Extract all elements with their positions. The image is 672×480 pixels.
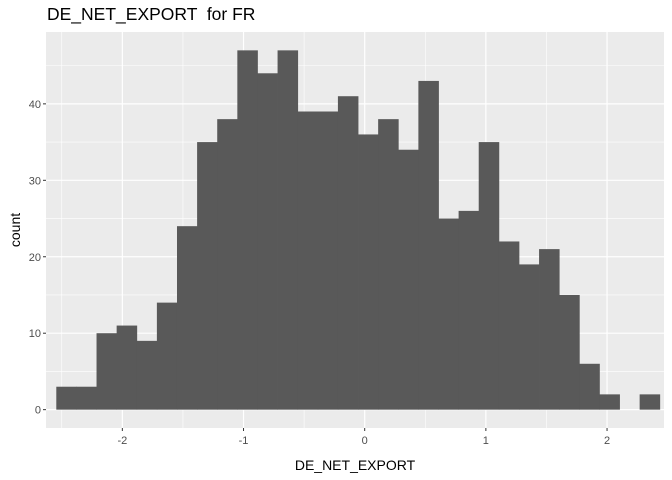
histogram-bar (136, 340, 158, 410)
histogram-bar (297, 111, 319, 410)
histogram-bar (156, 302, 178, 410)
x-tick-label: 0 (362, 435, 368, 447)
histogram-bar (76, 386, 97, 410)
histogram-bar (599, 394, 620, 410)
x-axis-title: DE_NET_EXPORT (295, 457, 416, 473)
histogram-bar (418, 80, 439, 410)
histogram-bar (116, 325, 138, 410)
histogram-bar (539, 249, 560, 410)
histogram-bar (176, 226, 198, 410)
histogram-bar (518, 264, 540, 410)
y-axis: 0 10 20 30 40 (29, 99, 46, 417)
histogram-bar (317, 111, 339, 410)
histogram-bar (498, 241, 520, 410)
histogram-bar (559, 294, 580, 410)
x-tick-label: 2 (604, 435, 610, 447)
histogram-bar (438, 218, 460, 410)
histogram-bars (56, 50, 661, 410)
histogram-bar (257, 73, 278, 410)
y-tick-label: 0 (35, 405, 41, 417)
y-tick-label: 40 (29, 99, 41, 111)
y-tick-label: 20 (29, 252, 41, 264)
histogram-bar (358, 134, 379, 410)
histogram-bar (217, 119, 238, 410)
histogram-bar (96, 333, 118, 410)
x-tick-label: -1 (239, 435, 249, 447)
y-tick-label: 30 (29, 175, 41, 187)
histogram-bar (337, 96, 359, 410)
histogram-bar (197, 142, 218, 410)
histogram-bar (478, 142, 500, 410)
histogram-bar (277, 50, 299, 410)
histogram-bar (579, 363, 600, 410)
x-tick-label: 1 (483, 435, 489, 447)
histogram-bar (458, 210, 480, 410)
y-axis-title: count (7, 213, 23, 247)
y-tick-label: 10 (29, 328, 41, 340)
chart-title: DE_NET_EXPORT for FR (47, 4, 256, 24)
histogram-bar (639, 394, 661, 410)
histogram-bar (398, 149, 419, 410)
x-axis: -2 -1 0 1 2 (117, 428, 610, 447)
x-tick-label: -2 (117, 435, 127, 447)
histogram-bar (237, 50, 258, 410)
histogram-bar (378, 119, 399, 410)
histogram-bar (56, 386, 77, 410)
